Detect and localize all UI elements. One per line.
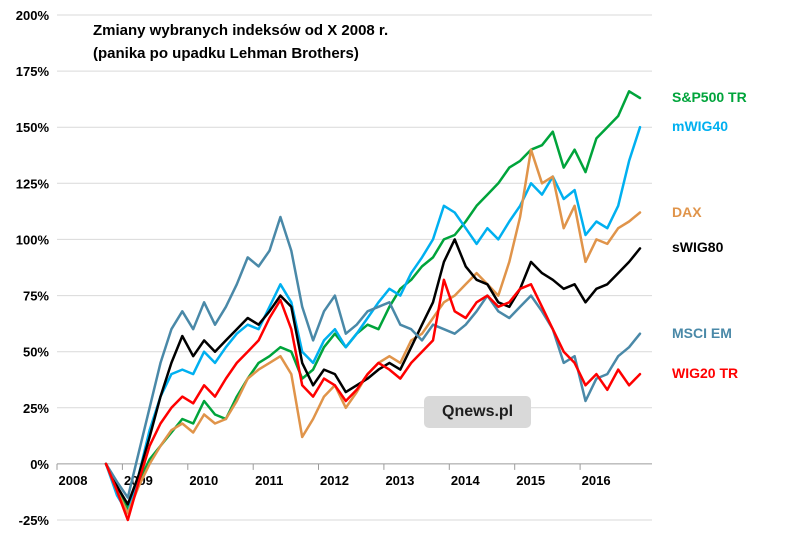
series-line-msci-em <box>104 215 642 499</box>
y-axis-label: 125% <box>16 176 50 191</box>
y-axis-label: 0% <box>30 457 49 472</box>
chart-title: Zmiany wybranych indeksów od X 2008 r. (… <box>93 20 388 65</box>
x-axis-label: 2013 <box>385 473 414 488</box>
y-axis-label: -25% <box>19 513 50 528</box>
series-line-wig20-tr <box>104 278 642 522</box>
y-axis-label: 25% <box>23 401 49 416</box>
y-axis-label: 50% <box>23 345 49 360</box>
y-axis-label: 100% <box>16 232 50 247</box>
legend-label-wig20-tr: WIG20 TR <box>672 365 739 381</box>
y-axis-label: 75% <box>23 289 49 304</box>
y-axis-label: 200% <box>16 8 50 23</box>
x-axis-label: 2011 <box>255 473 283 488</box>
watermark-qnews: Qnews.pl <box>424 396 532 428</box>
legend-label-swig80: sWIG80 <box>672 239 724 255</box>
legend-label-msci-em: MSCI EM <box>672 325 732 341</box>
y-axis-label: 150% <box>16 120 50 135</box>
series-line-mwig40 <box>104 125 642 515</box>
x-axis-label: 2008 <box>59 473 88 488</box>
x-axis-label: 2014 <box>451 473 481 488</box>
series-line-swig80 <box>104 238 642 506</box>
x-axis-label: 2012 <box>320 473 349 488</box>
x-axis-label: 2016 <box>582 473 611 488</box>
series-line-s-p500-tr <box>104 90 642 511</box>
chart-title-line1: Zmiany wybranych indeksów od X 2008 r. <box>93 22 389 39</box>
y-axis-label: 175% <box>16 64 50 79</box>
x-axis-label: 2015 <box>516 473 545 488</box>
legend-label-mwig40: mWIG40 <box>672 118 729 134</box>
chart-title-line2: (panika po upadku Lehman Brothers) <box>93 44 359 62</box>
x-axis-label: 2010 <box>189 473 218 488</box>
legend-label-s-p500-tr: S&P500 TR <box>672 89 747 105</box>
legend-label-dax: DAX <box>672 204 702 220</box>
series-line-dax <box>104 148 642 515</box>
